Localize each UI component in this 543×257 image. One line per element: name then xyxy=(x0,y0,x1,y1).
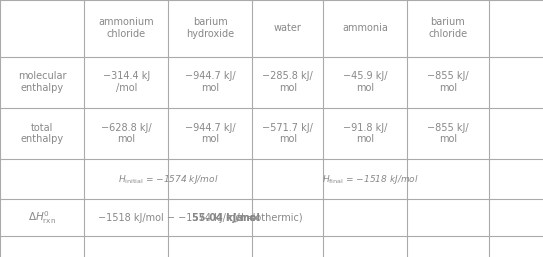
Text: −855 kJ/
mol: −855 kJ/ mol xyxy=(427,71,469,93)
Text: −91.8 kJ/
mol: −91.8 kJ/ mol xyxy=(343,123,387,144)
Text: −285.8 kJ/
mol: −285.8 kJ/ mol xyxy=(262,71,313,93)
Text: water: water xyxy=(274,23,302,33)
Text: ammonium
chloride: ammonium chloride xyxy=(98,17,154,39)
Text: −628.8 kJ/
mol: −628.8 kJ/ mol xyxy=(101,123,151,144)
Text: $H_{\rm final}$ = −1518 kJ/mol: $H_{\rm final}$ = −1518 kJ/mol xyxy=(322,173,419,186)
Text: (endothermic): (endothermic) xyxy=(230,213,302,223)
Text: 55.04 kJ/mol: 55.04 kJ/mol xyxy=(192,213,260,223)
Text: −944.7 kJ/
mol: −944.7 kJ/ mol xyxy=(185,71,236,93)
Text: barium
chloride: barium chloride xyxy=(428,17,468,39)
Text: −944.7 kJ/
mol: −944.7 kJ/ mol xyxy=(185,123,236,144)
Text: −45.9 kJ/
mol: −45.9 kJ/ mol xyxy=(343,71,387,93)
Text: −571.7 kJ/
mol: −571.7 kJ/ mol xyxy=(262,123,313,144)
Text: barium
hydroxide: barium hydroxide xyxy=(186,17,235,39)
Text: −855 kJ/
mol: −855 kJ/ mol xyxy=(427,123,469,144)
Text: $H_{\rm initial}$ = −1574 kJ/mol: $H_{\rm initial}$ = −1574 kJ/mol xyxy=(118,173,219,186)
Text: molecular
enthalpy: molecular enthalpy xyxy=(18,71,66,93)
Text: $\Delta H^0_{\rm rxn}$: $\Delta H^0_{\rm rxn}$ xyxy=(28,209,56,226)
Text: ammonia: ammonia xyxy=(342,23,388,33)
Text: −314.4 kJ
/mol: −314.4 kJ /mol xyxy=(103,71,150,93)
Text: total
enthalpy: total enthalpy xyxy=(21,123,64,144)
Text: −1518 kJ/mol − −1574 kJ/mol =: −1518 kJ/mol − −1574 kJ/mol = xyxy=(98,213,258,223)
